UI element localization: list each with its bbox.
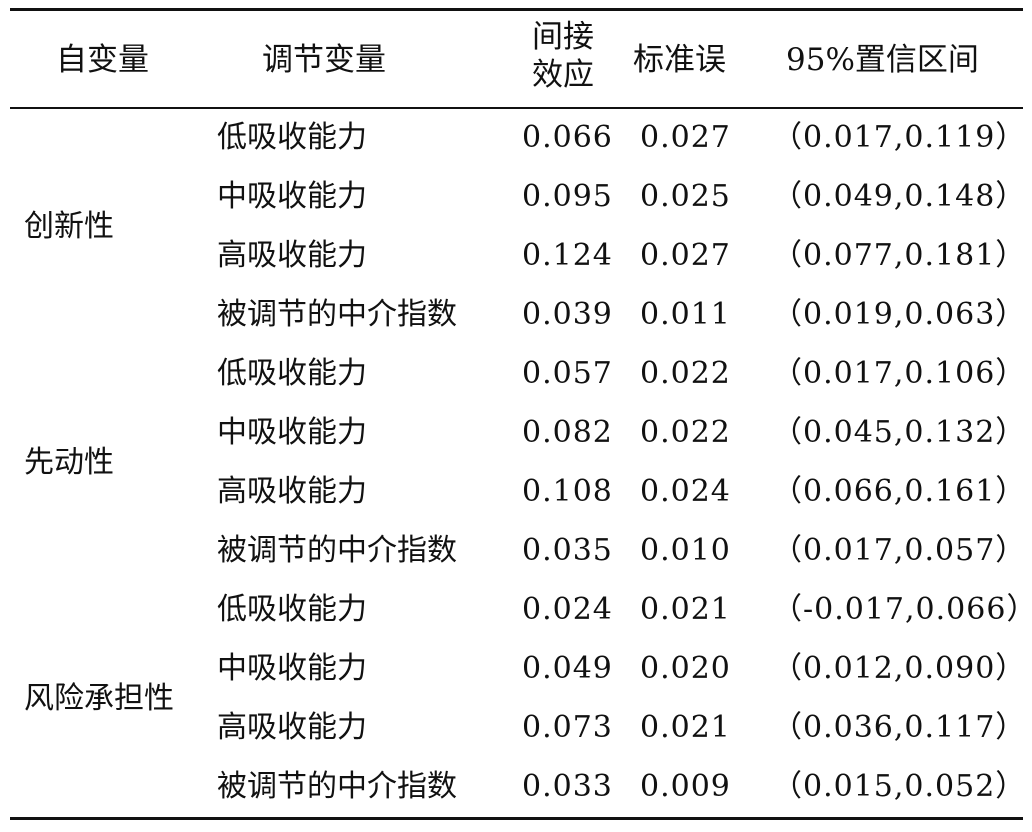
standard-error-cell: 0.025 — [640, 179, 731, 214]
moderator-cell: 中吸收能力 — [217, 651, 367, 686]
header-confidence-interval: 95%置信区间 — [786, 42, 979, 78]
top-rule — [10, 8, 1023, 11]
confidence-interval-cell: （0.049,0.148） — [772, 179, 1027, 214]
standard-error-cell: 0.027 — [640, 120, 731, 155]
indirect-effect-cell: 0.108 — [522, 474, 613, 509]
moderator-cell: 高吸收能力 — [217, 474, 367, 509]
moderator-cell: 低吸收能力 — [217, 356, 367, 391]
moderator-cell: 被调节的中介指数 — [217, 297, 457, 332]
confidence-interval-cell: （0.019,0.063） — [772, 297, 1027, 332]
confidence-interval-cell: （0.045,0.132） — [772, 415, 1027, 450]
standard-error-cell: 0.021 — [640, 710, 731, 745]
moderator-cell: 高吸收能力 — [217, 710, 367, 745]
moderator-cell: 被调节的中介指数 — [217, 533, 457, 568]
confidence-interval-cell: （0.017,0.106） — [772, 356, 1027, 391]
header-indirect-effect-line2: 效应 — [532, 57, 594, 93]
moderator-cell: 中吸收能力 — [217, 415, 367, 450]
indirect-effect-cell: 0.057 — [522, 356, 613, 391]
indirect-effect-cell: 0.024 — [522, 592, 613, 627]
header-rule — [10, 107, 1023, 109]
moderator-cell: 高吸收能力 — [217, 238, 367, 273]
standard-error-cell: 0.020 — [640, 651, 731, 686]
standard-error-cell: 0.009 — [640, 769, 731, 804]
header-independent-variable: 自变量 — [56, 42, 149, 78]
indirect-effect-cell: 0.033 — [522, 769, 613, 804]
indirect-effect-cell: 0.124 — [522, 238, 613, 273]
header-moderator: 调节变量 — [262, 42, 386, 78]
moderator-cell: 被调节的中介指数 — [217, 769, 457, 804]
standard-error-cell: 0.027 — [640, 238, 731, 273]
independent-variable-cell: 先动性 — [24, 444, 114, 480]
indirect-effect-cell: 0.039 — [522, 297, 613, 332]
indirect-effect-cell: 0.073 — [522, 710, 613, 745]
moderator-cell: 低吸收能力 — [217, 592, 367, 627]
indirect-effect-cell: 0.082 — [522, 415, 613, 450]
standard-error-cell: 0.024 — [640, 474, 731, 509]
standard-error-cell: 0.010 — [640, 533, 731, 568]
standard-error-cell: 0.022 — [640, 415, 731, 450]
independent-variable-cell: 创新性 — [24, 208, 114, 244]
standard-error-cell: 0.021 — [640, 592, 731, 627]
confidence-interval-cell: （0.012,0.090） — [772, 651, 1027, 686]
moderator-cell: 低吸收能力 — [217, 120, 367, 155]
moderator-cell: 中吸收能力 — [217, 179, 367, 214]
bottom-rule — [10, 817, 1023, 820]
header-indirect-effect: 间接 效应 — [530, 18, 596, 94]
confidence-interval-cell: （0.066,0.161） — [772, 474, 1027, 509]
independent-variable-cell: 风险承担性 — [24, 680, 174, 716]
indirect-effect-cell: 0.049 — [522, 651, 613, 686]
confidence-interval-cell: （0.036,0.117） — [772, 710, 1027, 745]
confidence-interval-cell: （-0.017,0.066） — [772, 592, 1032, 627]
standard-error-cell: 0.011 — [640, 297, 731, 332]
header-standard-error: 标准误 — [633, 42, 726, 78]
standard-error-cell: 0.022 — [640, 356, 731, 391]
confidence-interval-cell: （0.017,0.057） — [772, 533, 1027, 568]
indirect-effect-cell: 0.035 — [522, 533, 613, 568]
indirect-effect-cell: 0.066 — [522, 120, 613, 155]
header-indirect-effect-line1: 间接 — [532, 19, 594, 55]
indirect-effect-cell: 0.095 — [522, 179, 613, 214]
confidence-interval-cell: （0.077,0.181） — [772, 238, 1027, 273]
confidence-interval-cell: （0.015,0.052） — [772, 769, 1027, 804]
confidence-interval-cell: （0.017,0.119） — [772, 120, 1027, 155]
